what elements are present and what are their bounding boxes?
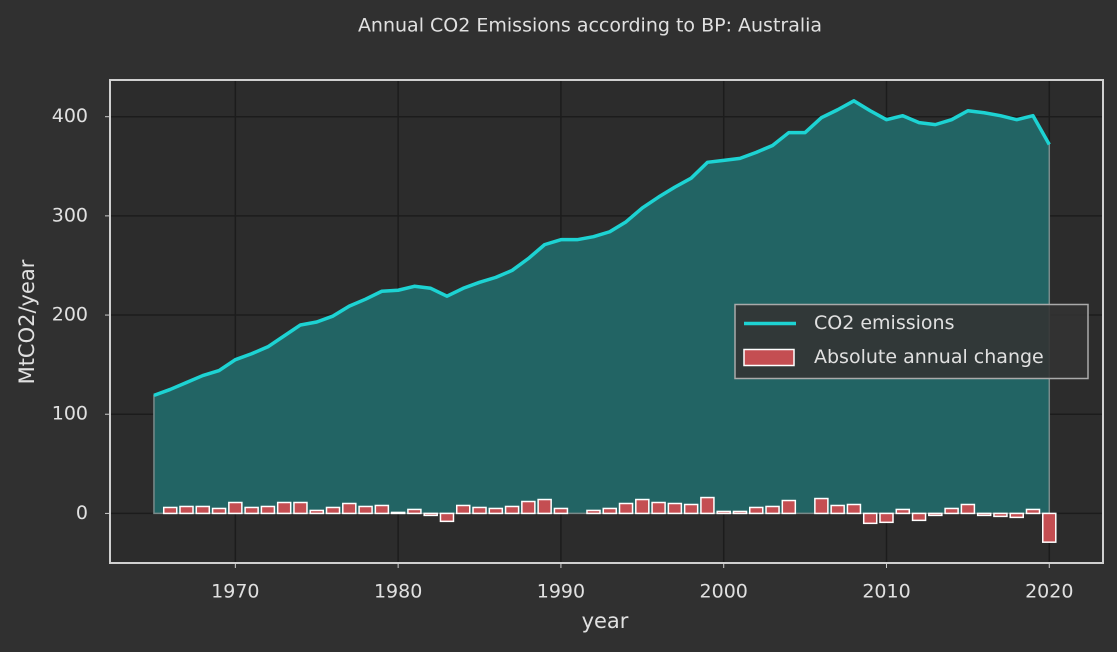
y-axis-label: MtCO2/year bbox=[15, 259, 39, 384]
line bbox=[153, 99, 1051, 398]
bar bbox=[1042, 512, 1057, 543]
bar bbox=[911, 512, 927, 522]
bar bbox=[1025, 508, 1041, 515]
bar bbox=[716, 510, 731, 515]
bar bbox=[781, 499, 797, 515]
bar bbox=[439, 512, 455, 523]
bar bbox=[602, 507, 618, 515]
bar bbox=[895, 508, 911, 515]
bar bbox=[260, 505, 276, 515]
x-axis-label: year bbox=[582, 609, 629, 633]
bar bbox=[618, 502, 634, 515]
bar bbox=[944, 507, 959, 515]
y-tick-label: 200 bbox=[52, 304, 88, 326]
chart-title: Annual CO2 Emissions according to BP: Au… bbox=[358, 15, 822, 37]
bar bbox=[732, 510, 748, 515]
bar bbox=[846, 503, 862, 515]
bar bbox=[553, 507, 569, 515]
x-tick-label: 2010 bbox=[862, 581, 910, 603]
legend-label: Absolute annual change bbox=[814, 346, 1044, 368]
y-tick-label: 400 bbox=[52, 105, 88, 127]
bar bbox=[700, 496, 715, 515]
bar bbox=[244, 506, 259, 515]
x-tick-label: 1970 bbox=[211, 581, 259, 603]
bar bbox=[928, 512, 943, 517]
bar bbox=[374, 504, 390, 515]
bar bbox=[862, 512, 878, 525]
bar bbox=[683, 503, 699, 515]
bar bbox=[504, 505, 520, 515]
bar bbox=[211, 507, 227, 515]
bar bbox=[488, 507, 504, 515]
x-tick-label: 2020 bbox=[1025, 581, 1073, 603]
x-tick-label: 1990 bbox=[537, 581, 585, 603]
bar bbox=[228, 501, 243, 515]
bar bbox=[830, 504, 845, 515]
bar bbox=[407, 508, 422, 515]
bar bbox=[325, 506, 341, 515]
x-tick-label: 2000 bbox=[700, 581, 748, 603]
bar bbox=[651, 501, 666, 515]
legend-swatch bbox=[743, 348, 795, 367]
bar bbox=[358, 505, 373, 515]
bar bbox=[342, 502, 357, 515]
bar bbox=[276, 501, 292, 515]
bar bbox=[749, 506, 764, 515]
bar bbox=[1009, 512, 1024, 519]
bar bbox=[390, 511, 406, 515]
bar bbox=[667, 502, 683, 515]
bar bbox=[162, 506, 178, 515]
bar bbox=[879, 512, 894, 524]
legend-label: CO2 emissions bbox=[814, 312, 954, 334]
bar bbox=[993, 512, 1008, 518]
bar bbox=[586, 509, 601, 515]
bar bbox=[455, 504, 471, 515]
bar bbox=[765, 505, 780, 515]
y-tick-label: 0 bbox=[76, 502, 88, 524]
bar bbox=[472, 506, 487, 515]
bar bbox=[635, 498, 650, 515]
bar bbox=[521, 500, 536, 515]
bar bbox=[537, 498, 552, 515]
bar bbox=[976, 512, 992, 517]
bar bbox=[960, 503, 976, 515]
bar bbox=[423, 512, 438, 517]
y-tick-label: 100 bbox=[52, 403, 88, 425]
plot-frame bbox=[109, 79, 1104, 564]
y-tick-label: 300 bbox=[52, 204, 88, 226]
bar bbox=[293, 501, 308, 515]
bar bbox=[814, 497, 829, 515]
x-tick-label: 1980 bbox=[374, 581, 422, 603]
bar bbox=[179, 505, 194, 515]
bar bbox=[309, 509, 325, 515]
bar bbox=[195, 505, 211, 515]
